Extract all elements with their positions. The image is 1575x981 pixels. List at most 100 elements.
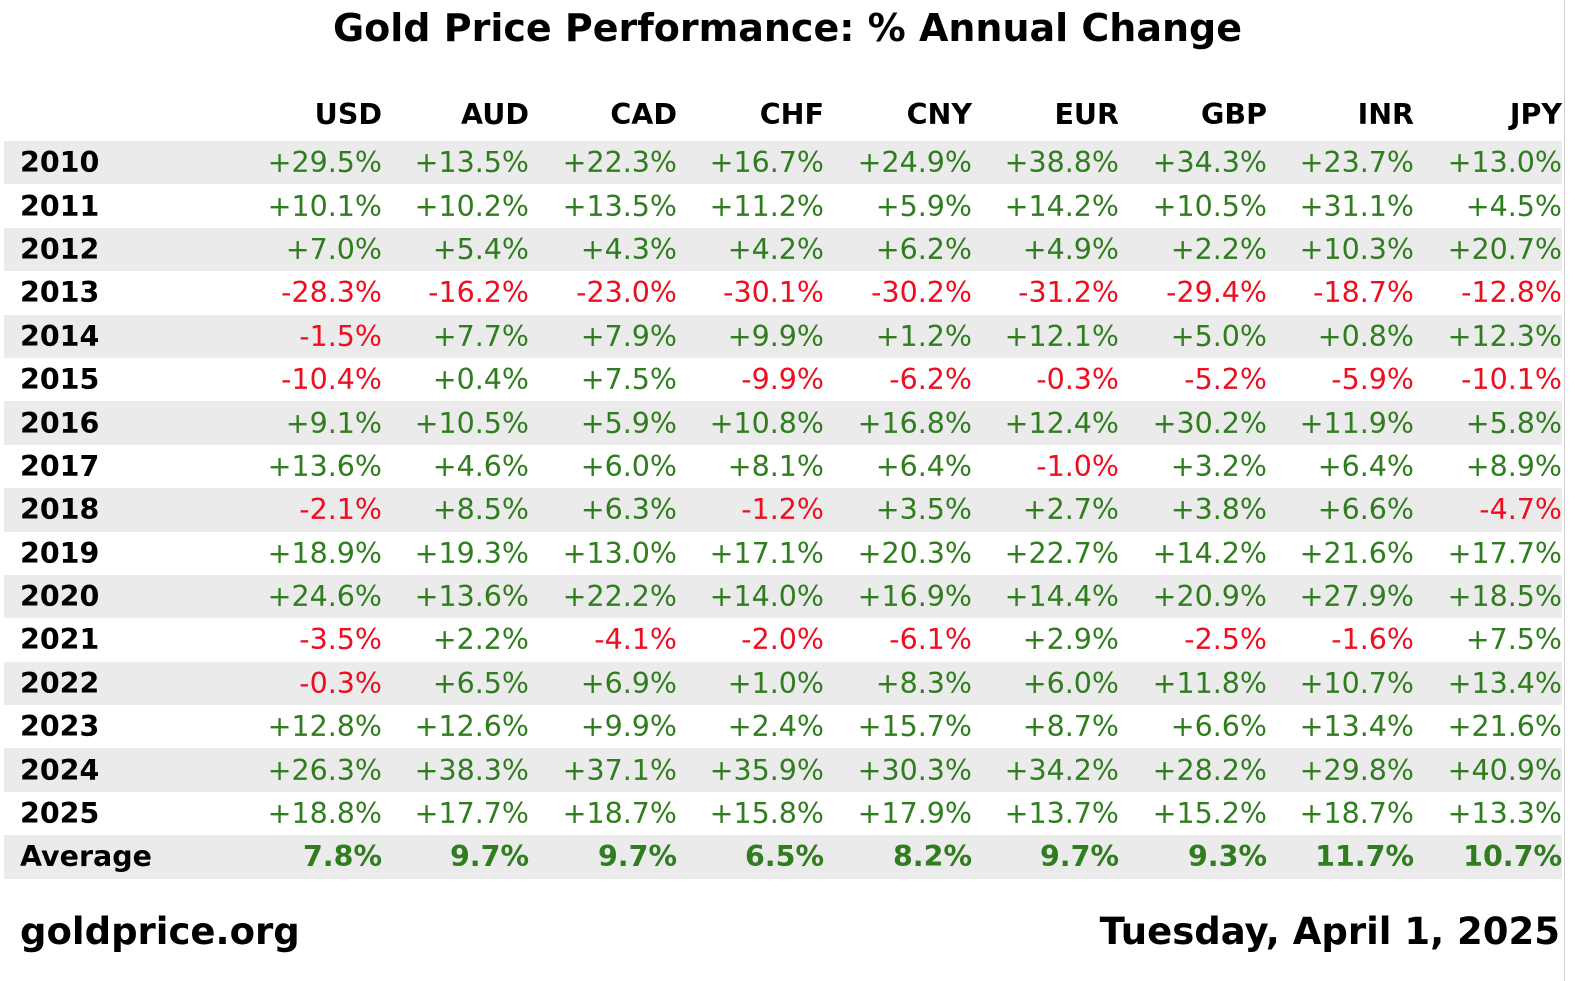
column-header-cad: CAD	[610, 97, 677, 131]
table-row: 2025 +18.8% +17.7% +18.7% +15.8% +17.9% +13.7%…	[4, 792, 1562, 835]
cell-eur: +34.2%	[1004, 753, 1119, 787]
table-row: 2013 -28.3% -16.2% -23.0% -30.1% -30.2% -31.2%…	[4, 271, 1562, 314]
cell-jpy: +20.7%	[1447, 232, 1562, 266]
cell-eur: +6.0%	[1022, 666, 1119, 700]
cell-cad: +7.9%	[580, 319, 677, 353]
cell-cny: +6.2%	[875, 232, 972, 266]
cell-aud: +38.3%	[414, 753, 529, 787]
cell-usd: +13.6%	[267, 449, 382, 483]
cell-cny: +6.4%	[875, 449, 972, 483]
cell-inr: -18.7%	[1313, 276, 1414, 310]
row-label: 2013	[20, 276, 100, 310]
cell-cny: +20.3%	[857, 536, 972, 570]
cell-cad: +7.5%	[580, 363, 677, 397]
right-border-line	[1564, 0, 1565, 981]
column-header-usd: USD	[314, 97, 382, 131]
cell-usd: +29.5%	[267, 146, 382, 180]
cell-eur: +2.7%	[1022, 493, 1119, 527]
cell-cny: +3.5%	[875, 493, 972, 527]
cell-cny: +16.8%	[857, 406, 972, 440]
cell-usd: +18.9%	[267, 536, 382, 570]
cell-usd: +7.0%	[285, 232, 382, 266]
cell-chf: +35.9%	[709, 753, 824, 787]
cell-inr: +10.3%	[1299, 232, 1414, 266]
cell-jpy: +40.9%	[1447, 753, 1562, 787]
cell-chf: -30.1%	[723, 276, 824, 310]
cell-jpy: -10.1%	[1461, 363, 1562, 397]
cell-jpy: +17.7%	[1447, 536, 1562, 570]
cell-eur: +13.7%	[1004, 797, 1119, 831]
column-header-chf: CHF	[759, 97, 824, 131]
cell-inr: +21.6%	[1299, 536, 1414, 570]
cell-jpy: +13.0%	[1447, 146, 1562, 180]
cell-jpy: -4.7%	[1479, 493, 1562, 527]
cell-inr: +0.8%	[1317, 319, 1414, 353]
cell-usd: -1.5%	[299, 319, 382, 353]
cell-eur: +2.9%	[1022, 623, 1119, 657]
cell-aud: +8.5%	[432, 493, 529, 527]
cell-gbp: +30.2%	[1152, 406, 1267, 440]
source-label: goldprice.org	[20, 910, 300, 953]
cell-chf: +16.7%	[709, 146, 824, 180]
table-row: 2016 +9.1% +10.5% +5.9% +10.8% +16.8% +12.4% +3…	[4, 401, 1562, 445]
cell-eur: +14.2%	[1004, 189, 1119, 223]
cell-eur: +4.9%	[1022, 232, 1119, 266]
cell-cny: -6.1%	[889, 623, 972, 657]
cell-jpy: +5.8%	[1465, 406, 1562, 440]
average-row: Average 7.8% 9.7% 9.7% 6.5% 8.2% 9.7% 9.3% 11.7%…	[4, 835, 1562, 879]
cell-gbp: +3.2%	[1170, 449, 1267, 483]
cell-aud: +10.5%	[414, 406, 529, 440]
column-header-cny: CNY	[906, 97, 972, 131]
cell-cad: +6.3%	[580, 493, 677, 527]
table-row: 2020 +24.6% +13.6% +22.2% +14.0% +16.9% +14.4%…	[4, 574, 1562, 619]
cell-chf: -2.0%	[741, 623, 824, 657]
row-label: 2015	[20, 363, 100, 397]
cell-jpy: -12.8%	[1461, 276, 1562, 310]
cell-gbp: 9.3%	[1187, 840, 1267, 874]
cell-inr: +10.7%	[1299, 666, 1414, 700]
cell-eur: -31.2%	[1018, 276, 1119, 310]
table-row: 2012 +7.0% +5.4% +4.3% +4.2% +6.2% +4.9% +2.2% +…	[4, 227, 1562, 272]
cell-chf: +4.2%	[727, 232, 824, 266]
cell-jpy: +18.5%	[1447, 580, 1562, 614]
cell-cny: +8.3%	[875, 666, 972, 700]
date-label: Tuesday, April 1, 2025	[1099, 910, 1560, 953]
chart-title: Gold Price Performance: % Annual Change	[332, 6, 1243, 50]
cell-chf: -9.9%	[741, 363, 824, 397]
table-row: 2018 -2.1% +8.5% +6.3% -1.2% +3.5% +2.7% +3.8% +…	[4, 488, 1562, 532]
cell-aud: +10.2%	[414, 189, 529, 223]
cell-aud: +12.6%	[414, 710, 529, 744]
cell-aud: +4.6%	[432, 449, 529, 483]
cell-cny: +5.9%	[875, 189, 972, 223]
cell-eur: 9.7%	[1039, 840, 1119, 874]
table-body: 2010 +29.5% +13.5% +22.3% +16.7% +24.9% +38.8%…	[4, 141, 1562, 879]
cell-cad: -23.0%	[576, 276, 677, 310]
cell-cad: +5.9%	[580, 406, 677, 440]
cell-inr: -1.6%	[1331, 623, 1414, 657]
cell-cny: -6.2%	[889, 363, 972, 397]
cell-cny: +17.9%	[857, 797, 972, 831]
cell-chf: +15.8%	[709, 797, 824, 831]
cell-eur: +38.8%	[1004, 146, 1119, 180]
cell-gbp: +2.2%	[1170, 232, 1267, 266]
cell-cad: +13.0%	[562, 536, 677, 570]
cell-gbp: -29.4%	[1166, 276, 1267, 310]
cell-cny: +1.2%	[875, 319, 972, 353]
cell-gbp: +6.6%	[1170, 710, 1267, 744]
row-label: 2014	[20, 319, 100, 353]
performance-table: USD AUD CAD CHF CNY EUR GBP INR JPY 2010…	[4, 87, 1562, 879]
cell-eur: +12.4%	[1004, 406, 1119, 440]
cell-eur: -0.3%	[1036, 363, 1119, 397]
cell-aud: +13.5%	[414, 146, 529, 180]
cell-chf: +9.9%	[727, 319, 824, 353]
cell-usd: +9.1%	[285, 406, 382, 440]
cell-cad: +22.3%	[562, 146, 677, 180]
cell-aud: +7.7%	[432, 319, 529, 353]
column-header-aud: AUD	[461, 97, 529, 131]
column-header-gbp: GBP	[1200, 97, 1267, 131]
cell-gbp: +28.2%	[1152, 753, 1267, 787]
cell-gbp: +15.2%	[1152, 797, 1267, 831]
column-header-inr: INR	[1357, 97, 1414, 131]
cell-chf: 6.5%	[744, 840, 824, 874]
cell-usd: -2.1%	[299, 493, 382, 527]
